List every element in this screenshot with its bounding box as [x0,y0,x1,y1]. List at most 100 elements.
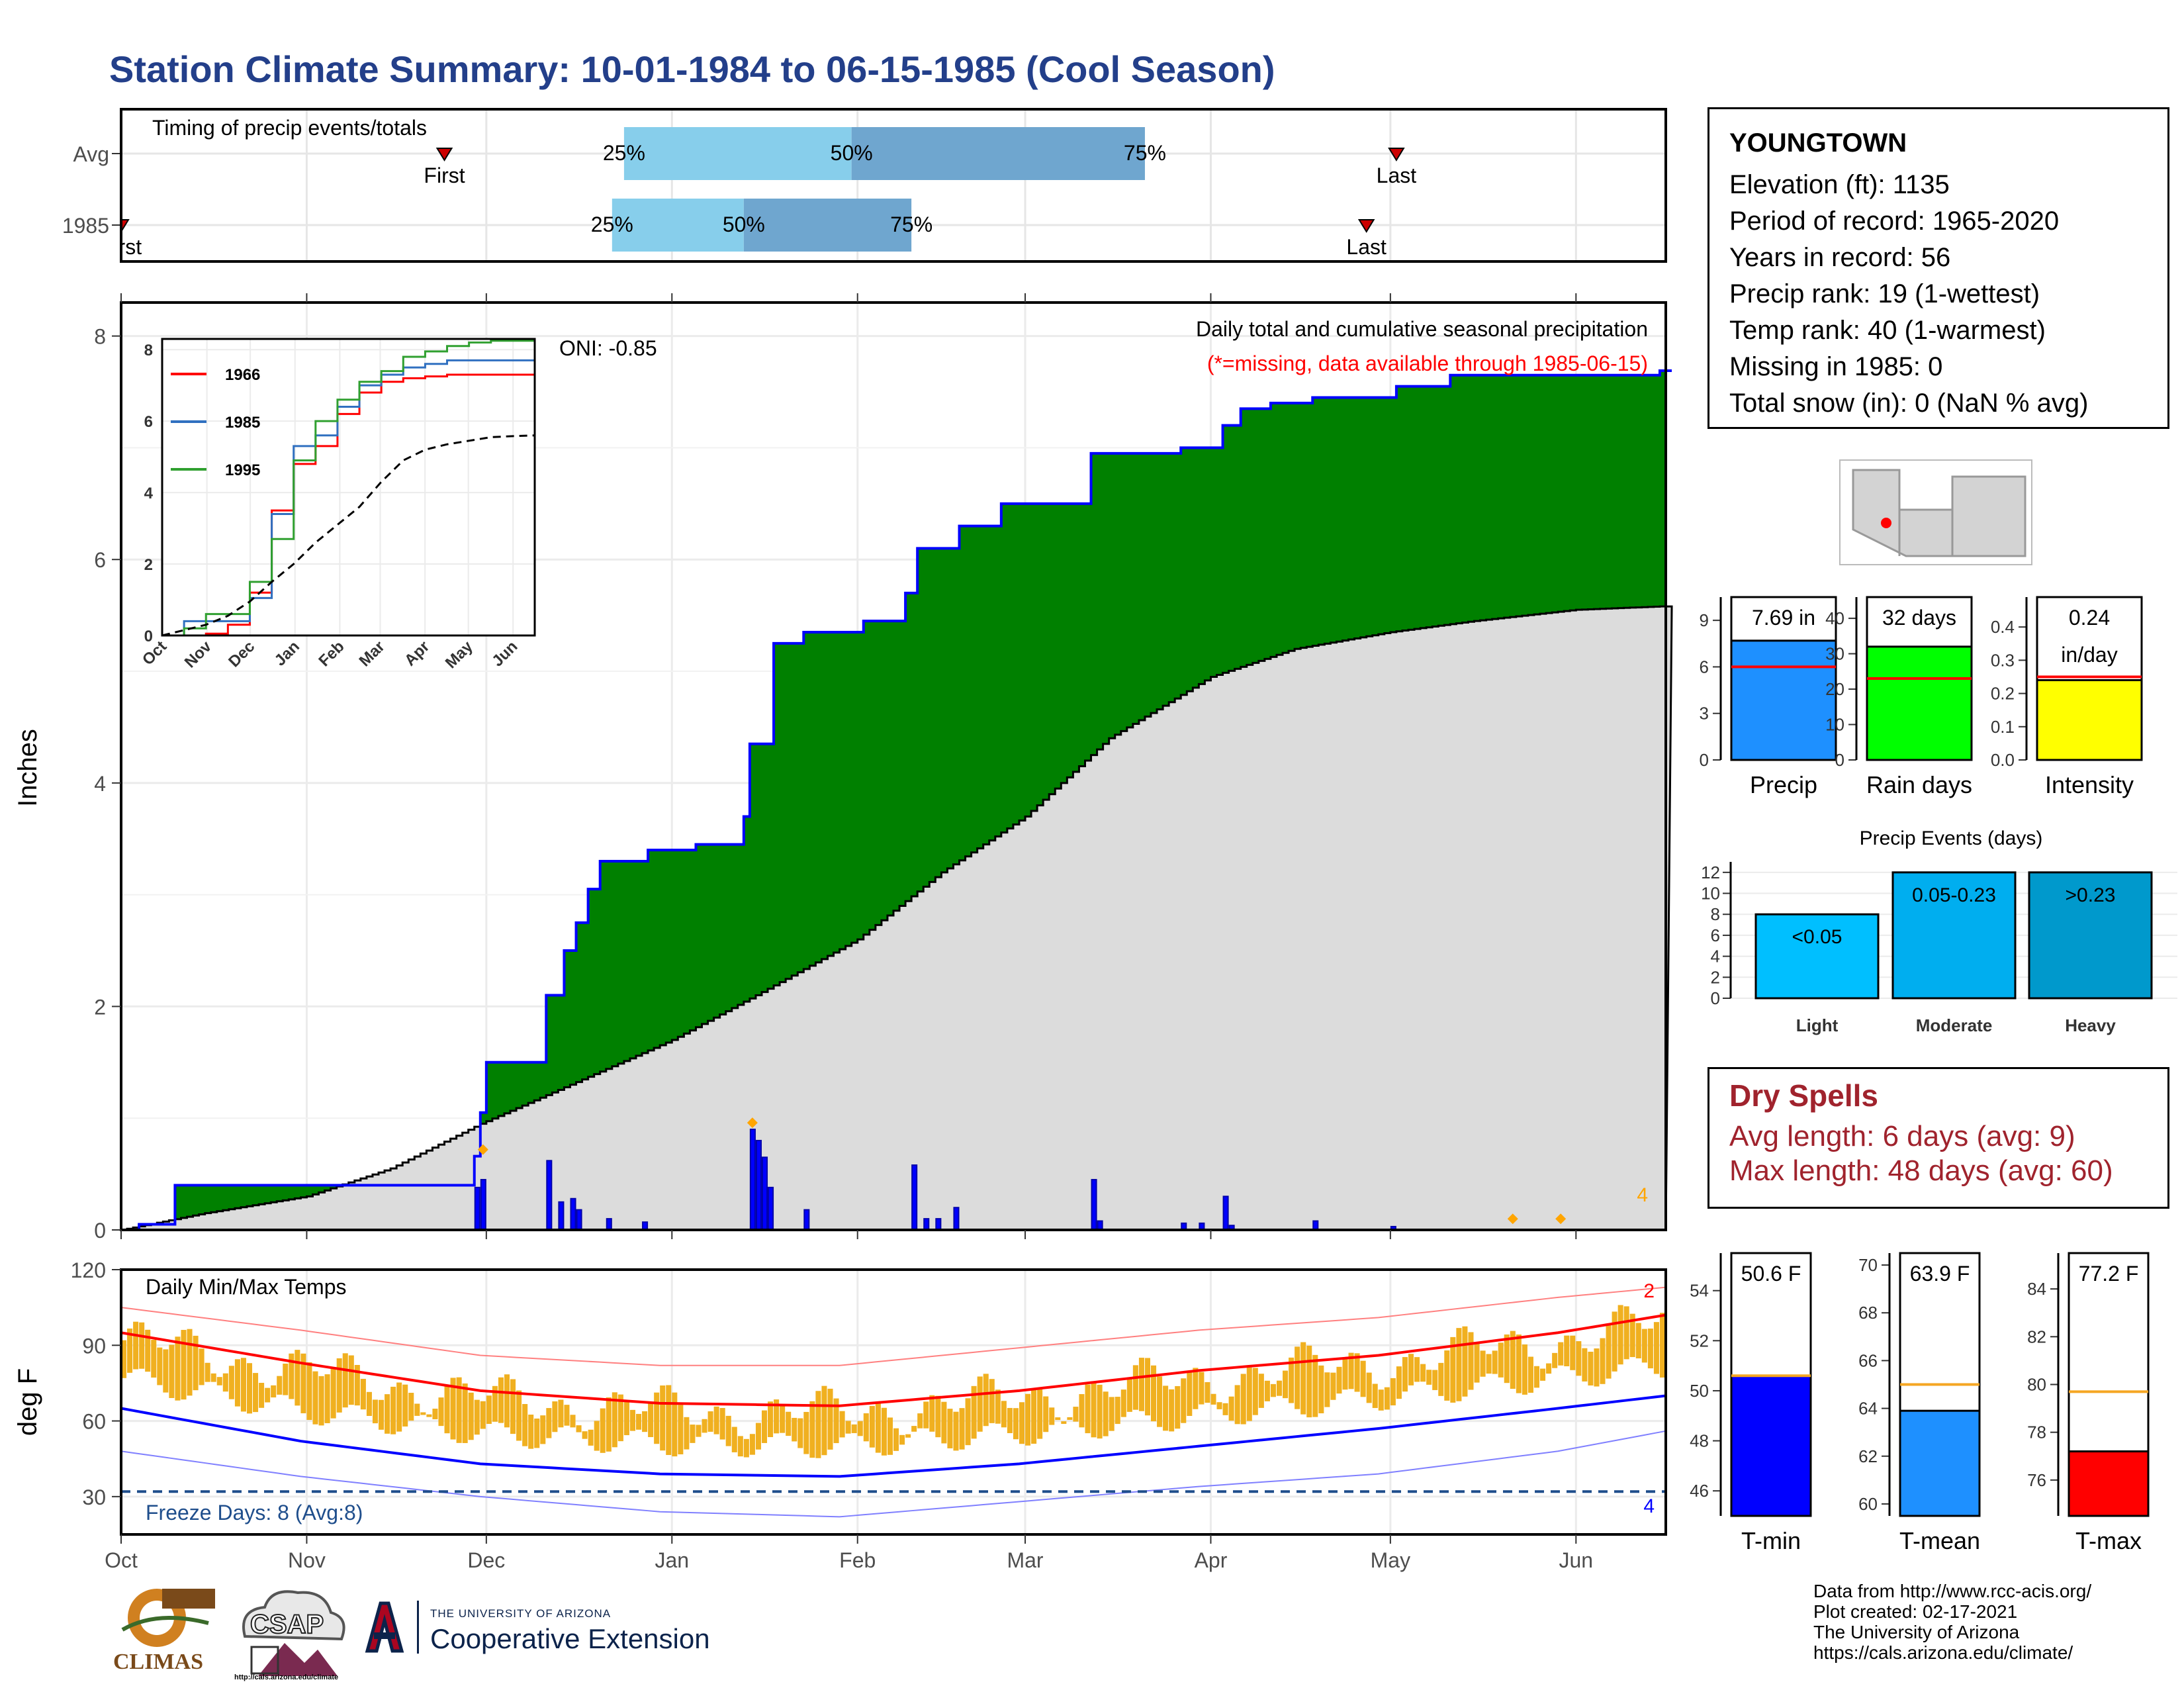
temp-y-tick-label: 90 [82,1334,106,1358]
precip-diff-fill [809,632,816,966]
temp-daily-bar [253,1373,259,1413]
precip-diff-fill [480,1112,487,1124]
precip-diff-fill [540,1062,547,1098]
station-period: Period of record: 1965-2020 [1729,207,2060,236]
temp-daily-bar [1533,1366,1540,1388]
temp-daily-bar [240,1358,246,1412]
temp-daily-bar [1372,1383,1378,1409]
temp-daily-bar [642,1411,648,1432]
temp-daily-bar [786,1411,792,1436]
temp-daily-bar [522,1404,528,1446]
precip-frame [120,301,1667,1231]
precip-diff-fill [504,1062,511,1113]
temp-daily-bar [1348,1352,1354,1389]
temp-daily-bar [780,1403,786,1433]
precip-diff-fill [1444,386,1451,626]
precip-diff-fill [1498,375,1505,619]
temp-daily-bar [768,1401,774,1437]
precip-diff-fill [1348,397,1355,640]
precip-diff-fill [1527,375,1535,616]
temp-daily-bar [1276,1380,1283,1396]
timing-q50-label: 50% [831,141,873,165]
temp-daily-bar [546,1408,552,1438]
precip-diff-fill [558,995,565,1090]
climas-logo-text: CLIMAS [113,1650,204,1674]
temp-daily-bar [935,1395,941,1438]
temp-daily-bar [1600,1338,1606,1384]
temp-daily-bar [959,1408,965,1450]
precip-diff-fill [552,995,559,1093]
precip-diff-fill [1240,408,1248,667]
precip-diff-fill [1396,386,1403,632]
inset-bg [162,339,535,635]
events-bar-label: 0.05-0.23 [1912,884,1996,906]
temp-daily-bar [797,1418,803,1448]
temp-daily-bar [905,1434,911,1438]
precip-diff-fill [995,526,1002,837]
precip-diff-fill [1641,375,1649,608]
precip-diff-fill [1312,397,1319,646]
precip-y-tick-label: 8 [94,325,106,349]
temp-daily-bar [1498,1342,1504,1378]
temp-daily-bar [731,1427,737,1452]
temp-daily-bar [385,1394,390,1434]
temp-x-tick-label: Jun [1559,1548,1594,1572]
precip-stat-0-y-tick-label: 6 [1700,657,1709,677]
temp-daily-bar [210,1373,216,1382]
precip-diff-fill [1138,453,1146,720]
precip-diff-fill [1228,425,1236,671]
temp-daily-bar [145,1329,151,1372]
temp-daily-bar [121,1340,127,1378]
precip-1985-line [121,369,1672,1231]
precip-diff-fill [246,1185,253,1207]
precip-daily-bar [576,1209,582,1231]
precip-diff-fill [205,1185,212,1213]
station-missing: Missing in 1985: 0 [1729,352,1943,381]
credit-university: The University of Arizona [1813,1622,2020,1642]
precip-diff-fill [881,621,888,921]
temp-daily-bar [1546,1363,1552,1374]
precip-diff-fill [1468,375,1475,622]
temp-daily-bar [1426,1370,1432,1385]
temp-stat-0-category-label: T-min [1741,1527,1801,1554]
dry-spells-title: Dry Spells [1729,1078,1878,1113]
precip-diff-fill [1073,503,1080,772]
precip-diff-fill [1324,397,1331,644]
temp-daily-bar [265,1387,271,1403]
timing-q75-label: 75% [890,212,933,236]
precip-diff-fill [869,621,876,930]
precip-diff-fill [175,1185,182,1219]
temp-daily-bar [1246,1367,1252,1421]
precip-diff-fill [1210,447,1218,677]
temp-daily-bar [360,1378,366,1410]
temp-daily-bar [588,1429,594,1446]
temp-daily-bar [426,1414,432,1417]
temp-daily-bar [678,1405,684,1455]
temp-daily-bar [259,1382,265,1408]
temp-daily-bar [1522,1344,1527,1395]
temp-y-tick-label: 60 [82,1410,106,1434]
precip-diff-fill [947,548,954,868]
temp-stat-0-y-tick-label: 54 [1690,1281,1709,1301]
dry-spells-avg: Avg length: 6 days (avg: 9) [1729,1120,2075,1152]
precip-daily-bar [570,1197,576,1231]
precip-marker [1507,1213,1518,1225]
precip-stat-2-y-tick-label: 0.3 [1991,650,2015,670]
temp-stat-1-bar [1899,1409,1981,1517]
precip-diff-fill [1576,375,1582,610]
precip-diff-fill [1216,447,1224,675]
temp-daily-bar [474,1399,480,1435]
inset-series-line [161,434,535,637]
precip-diff-fill [600,861,607,1072]
precip-diff-fill [1474,375,1481,622]
precip-diff-fill [300,1185,308,1197]
precip-y-tick-label: 6 [94,548,106,572]
precip-diff-fill [492,1062,499,1119]
precip-diff-fill [612,861,619,1066]
timing-q75-label: 75% [1124,141,1166,165]
temp-daily-bar [498,1377,504,1423]
temp-daily-bar [965,1398,971,1446]
precip-diff-fill [725,844,733,1011]
events-bar-label: >0.23 [2066,884,2116,906]
precip-diff-fill [690,850,697,1031]
